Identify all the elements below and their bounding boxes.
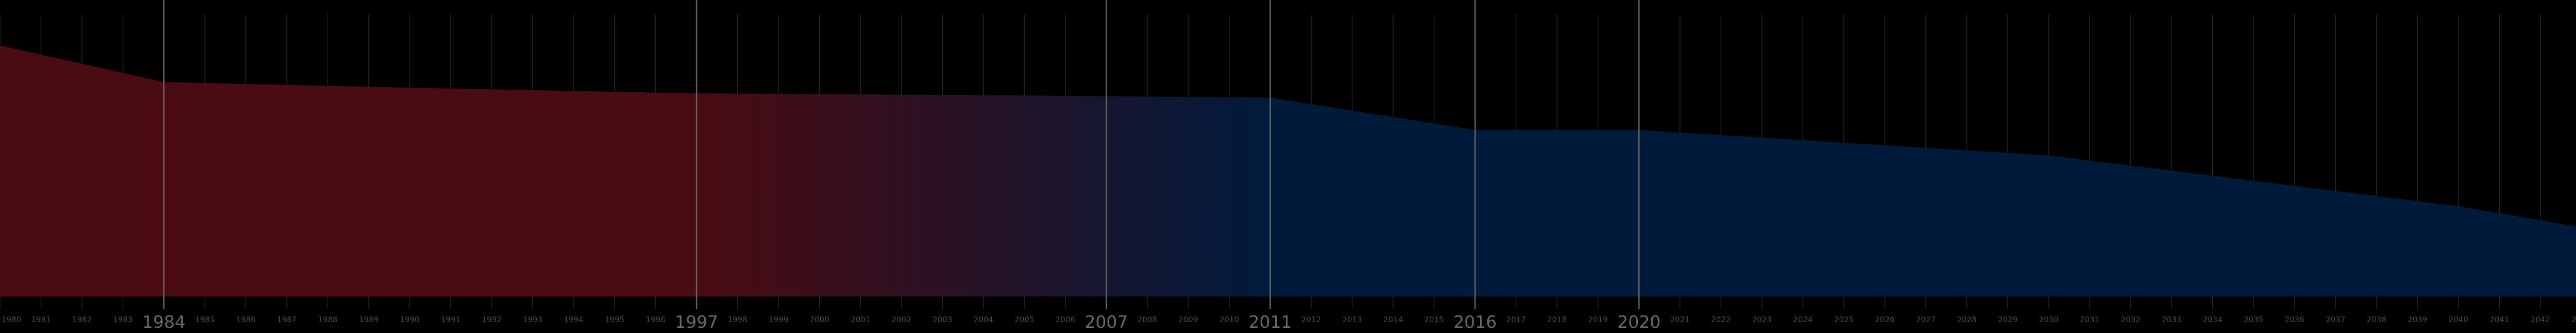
year-label-2028: 2028: [1957, 315, 1976, 324]
year-label-1999: 1999: [769, 315, 788, 324]
year-label-2002: 2002: [892, 315, 911, 324]
year-label-2014: 2014: [1383, 315, 1403, 324]
year-label-2032: 2032: [2121, 315, 2141, 324]
year-label-2004: 2004: [974, 315, 993, 324]
year-label-2034: 2034: [2203, 315, 2223, 324]
year-label-1989: 1989: [359, 315, 379, 324]
year-label-2011: 2011: [1248, 312, 1292, 332]
year-label-2010: 2010: [1219, 315, 1239, 324]
year-label-1991: 1991: [441, 315, 461, 324]
year-label-2030: 2030: [2039, 315, 2058, 324]
year-label-2020: 2020: [1617, 312, 1660, 332]
year-label-2017: 2017: [1506, 315, 1526, 324]
year-label-1982: 1982: [72, 315, 92, 324]
year-label-1990: 1990: [400, 315, 419, 324]
year-label-2015: 2015: [1425, 315, 1444, 324]
year-label-2041: 2041: [2489, 315, 2509, 324]
year-label-2016: 2016: [1453, 312, 1497, 332]
year-label-1992: 1992: [482, 315, 501, 324]
year-label-2003: 2003: [933, 315, 952, 324]
year-labels: 1980 1981 1982 1983 1984 1985 1986 1987 1988 1989…: [2, 312, 2576, 332]
year-label-1986: 1986: [236, 315, 256, 324]
year-label-2000: 2000: [810, 315, 829, 324]
year-label-2029: 2029: [1998, 315, 2018, 324]
year-label-2039: 2039: [2408, 315, 2427, 324]
year-label-2037: 2037: [2326, 315, 2345, 324]
year-label-2009: 2009: [1178, 315, 1198, 324]
year-label-1997: 1997: [675, 312, 718, 332]
year-label-1988: 1988: [318, 315, 337, 324]
year-label-1981: 1981: [31, 315, 50, 324]
year-label-2001: 2001: [851, 315, 870, 324]
year-label-2021: 2021: [1670, 315, 1690, 324]
year-label-2040: 2040: [2449, 315, 2468, 324]
year-label-2042: 2042: [2531, 315, 2550, 324]
year-label-1998: 1998: [727, 315, 747, 324]
year-label-1987: 1987: [277, 315, 297, 324]
year-label-2005: 2005: [1014, 315, 1034, 324]
year-label-1996: 1996: [646, 315, 665, 324]
major-gridlines: [163, 0, 1640, 309]
year-label-2013: 2013: [1342, 315, 1362, 324]
year-label-1983: 1983: [113, 315, 133, 324]
year-label-2036: 2036: [2285, 315, 2304, 324]
year-label-2024: 2024: [1793, 315, 1812, 324]
year-label-2007: 2007: [1084, 312, 1128, 332]
year-label-2023: 2023: [1752, 315, 1772, 324]
year-label-2022: 2022: [1711, 315, 1731, 324]
year-label-2035: 2035: [2244, 315, 2263, 324]
year-label-2025: 2025: [1834, 315, 1854, 324]
year-label-1995: 1995: [605, 315, 624, 324]
year-label-1984: 1984: [142, 312, 185, 332]
year-label-2008: 2008: [1138, 315, 1157, 324]
year-label-1993: 1993: [523, 315, 543, 324]
year-label-2026: 2026: [1875, 315, 1894, 324]
year-label-1985: 1985: [195, 315, 215, 324]
year-label-1980: 1980: [2, 315, 21, 324]
year-label-2038: 2038: [2367, 315, 2386, 324]
year-label-2027: 2027: [1916, 315, 1936, 324]
year-label-2012: 2012: [1301, 315, 1321, 324]
year-label-2043: 2043: [2571, 315, 2576, 324]
area-series: [0, 45, 2576, 296]
year-label-2031: 2031: [2080, 315, 2099, 324]
year-label-2006: 2006: [1056, 315, 1075, 324]
year-label-1994: 1994: [564, 315, 583, 324]
year-label-2019: 2019: [1588, 315, 1608, 324]
year-label-2018: 2018: [1547, 315, 1567, 324]
year-label-2033: 2033: [2162, 315, 2181, 324]
